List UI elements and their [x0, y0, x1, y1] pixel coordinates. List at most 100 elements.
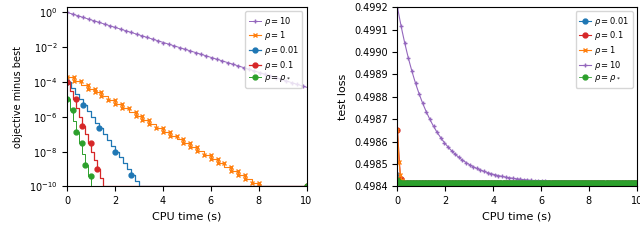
$\rho = 0.1$: [84, 133, 92, 136]
$\rho = 0.01$: [95, 127, 103, 130]
$\rho = 0.01$: [115, 150, 123, 153]
$\rho = 0.01$: [551, 182, 559, 185]
$\rho = \rho_*$: [76, 141, 83, 144]
$\rho = 0.1$: [69, 89, 77, 92]
$\rho = 10$: [113, 27, 120, 29]
$\rho = 0.01$: [71, 86, 79, 89]
$\rho = 10$: [154, 39, 162, 42]
$\rho = 0.01$: [418, 182, 426, 185]
$\rho = 0.01$: [502, 182, 510, 185]
$\rho = 0.1$: [67, 81, 74, 83]
$\rho = \rho_*$: [72, 120, 80, 123]
Line: $\rho = 0.01$: $\rho = 0.01$: [395, 173, 639, 185]
$\rho = 0.01$: [119, 162, 127, 165]
$\rho = \rho_*$: [78, 141, 86, 144]
$\rho = 0.1$: [502, 182, 510, 185]
$\rho = 0.01$: [542, 182, 550, 185]
$\rho = 10$: [276, 77, 284, 80]
$\rho = 0.01$: [87, 109, 95, 112]
Line: $\rho = 10$: $\rho = 10$: [65, 10, 309, 90]
$\rho = 0.1$: [609, 182, 616, 185]
$\rho = \rho_*$: [303, 185, 310, 188]
$\rho = 1$: [633, 182, 640, 185]
$\rho = \rho_*$: [87, 185, 95, 188]
$\rho = 0.01$: [67, 86, 75, 89]
Y-axis label: objective minus best: objective minus best: [13, 46, 24, 148]
$\rho = 0.1$: [99, 185, 107, 188]
$\rho = 0.1$: [539, 182, 547, 185]
$\rho = 0.1$: [81, 133, 89, 136]
$\rho = 1$: [527, 182, 535, 185]
$\rho = \rho_*$: [78, 152, 86, 155]
$\rho = 1$: [463, 182, 470, 185]
$\rho = \rho_*$: [623, 182, 630, 185]
$\rho = 0.01$: [111, 144, 119, 147]
$\rho = 0.01$: [63, 81, 71, 83]
$\rho = 10$: [394, 6, 401, 9]
$\rho = 0.1$: [560, 182, 568, 185]
Line: $\rho = 1$: $\rho = 1$: [395, 128, 639, 185]
$\rho = 1$: [442, 182, 449, 185]
$\rho = 0.01$: [131, 179, 139, 182]
Legend: $\rho = 10$, $\rho = 1$, $\rho = 0.01$, $\rho = 0.1$, $\rho = \rho_*$: $\rho = 10$, $\rho = 1$, $\rho = 0.01$, …: [245, 11, 302, 88]
$\rho = 1$: [111, 99, 119, 102]
Legend: $\rho = 0.01$, $\rho = 0.1$, $\rho = 1$, $\rho = 10$, $\rho = \rho_*$: $\rho = 0.01$, $\rho = 0.1$, $\rho = 1$,…: [575, 11, 632, 88]
$\rho = 0.1$: [67, 89, 74, 92]
$\rho = 0.01$: [539, 182, 547, 185]
$\rho = 0.01$: [119, 156, 127, 159]
$\rho = 10$: [408, 70, 416, 73]
$\rho = \rho_*$: [72, 130, 80, 133]
$\rho = 1$: [623, 182, 630, 185]
$\rho = 0.01$: [123, 162, 131, 165]
$\rho = 0.01$: [71, 92, 79, 95]
$\rho = 1$: [248, 181, 255, 184]
$\rho = 0.01$: [131, 173, 139, 176]
X-axis label: CPU time (s): CPU time (s): [152, 212, 221, 222]
$\rho = 1$: [444, 182, 451, 185]
$\rho = 0.1$: [96, 168, 104, 170]
$\rho = 0.1$: [69, 98, 77, 101]
$\rho = 0.1$: [78, 115, 86, 118]
$\rho = 0.1$: [303, 185, 310, 188]
$\rho = 10$: [403, 52, 411, 54]
$\rho = 0.01$: [79, 98, 87, 101]
$\rho = 0.01$: [303, 185, 310, 188]
$\rho = 10$: [458, 158, 465, 161]
$\rho = 0.1$: [394, 129, 401, 132]
$\rho = 1$: [193, 150, 201, 153]
$\rho = 0.1$: [633, 182, 640, 185]
$\rho = 0.01$: [99, 133, 107, 136]
$\rho = 0.1$: [99, 176, 107, 179]
$\rho = 0.01$: [76, 98, 83, 101]
$\rho = 10$: [303, 86, 310, 89]
Line: $\rho = 0.1$: $\rho = 0.1$: [395, 128, 639, 185]
$\rho = \rho_*$: [527, 182, 535, 185]
$\rho = 0.1$: [81, 124, 89, 127]
$\rho = 0.1$: [87, 141, 95, 144]
$\rho = 0.01$: [115, 156, 123, 159]
$\rho = \rho_*$: [87, 174, 95, 177]
$\rho = 0.01$: [103, 139, 111, 141]
$\rho = 0.01$: [83, 104, 91, 107]
$\rho = 0.01$: [123, 168, 131, 170]
$\rho = 0.1$: [90, 159, 98, 162]
$\rho = 0.01$: [303, 185, 310, 188]
$\rho = \rho_*$: [84, 174, 92, 177]
$\rho = 1$: [550, 182, 558, 185]
$\rho = 10$: [67, 12, 75, 15]
Line: $\rho = 0.1$: $\rho = 0.1$: [65, 80, 309, 189]
$\rho = \rho_*$: [81, 152, 89, 155]
$\rho = \rho_*$: [633, 182, 640, 185]
$\rho = 0.01$: [99, 127, 107, 130]
$\rho = \rho_*$: [67, 109, 74, 112]
$\rho = 0.01$: [103, 133, 111, 136]
$\rho = \rho_*$: [69, 120, 77, 123]
$\rho = 0.01$: [633, 182, 640, 185]
$\rho = \rho_*$: [63, 98, 71, 101]
$\rho = 0.01$: [560, 182, 568, 185]
Line: $\rho = 0.01$: $\rho = 0.01$: [65, 80, 309, 189]
$\rho = 1$: [63, 75, 71, 78]
$\rho = 0.01$: [609, 182, 616, 185]
$\rho = 0.01$: [92, 121, 99, 124]
Line: $\rho = 10$: $\rho = 10$: [395, 5, 639, 185]
